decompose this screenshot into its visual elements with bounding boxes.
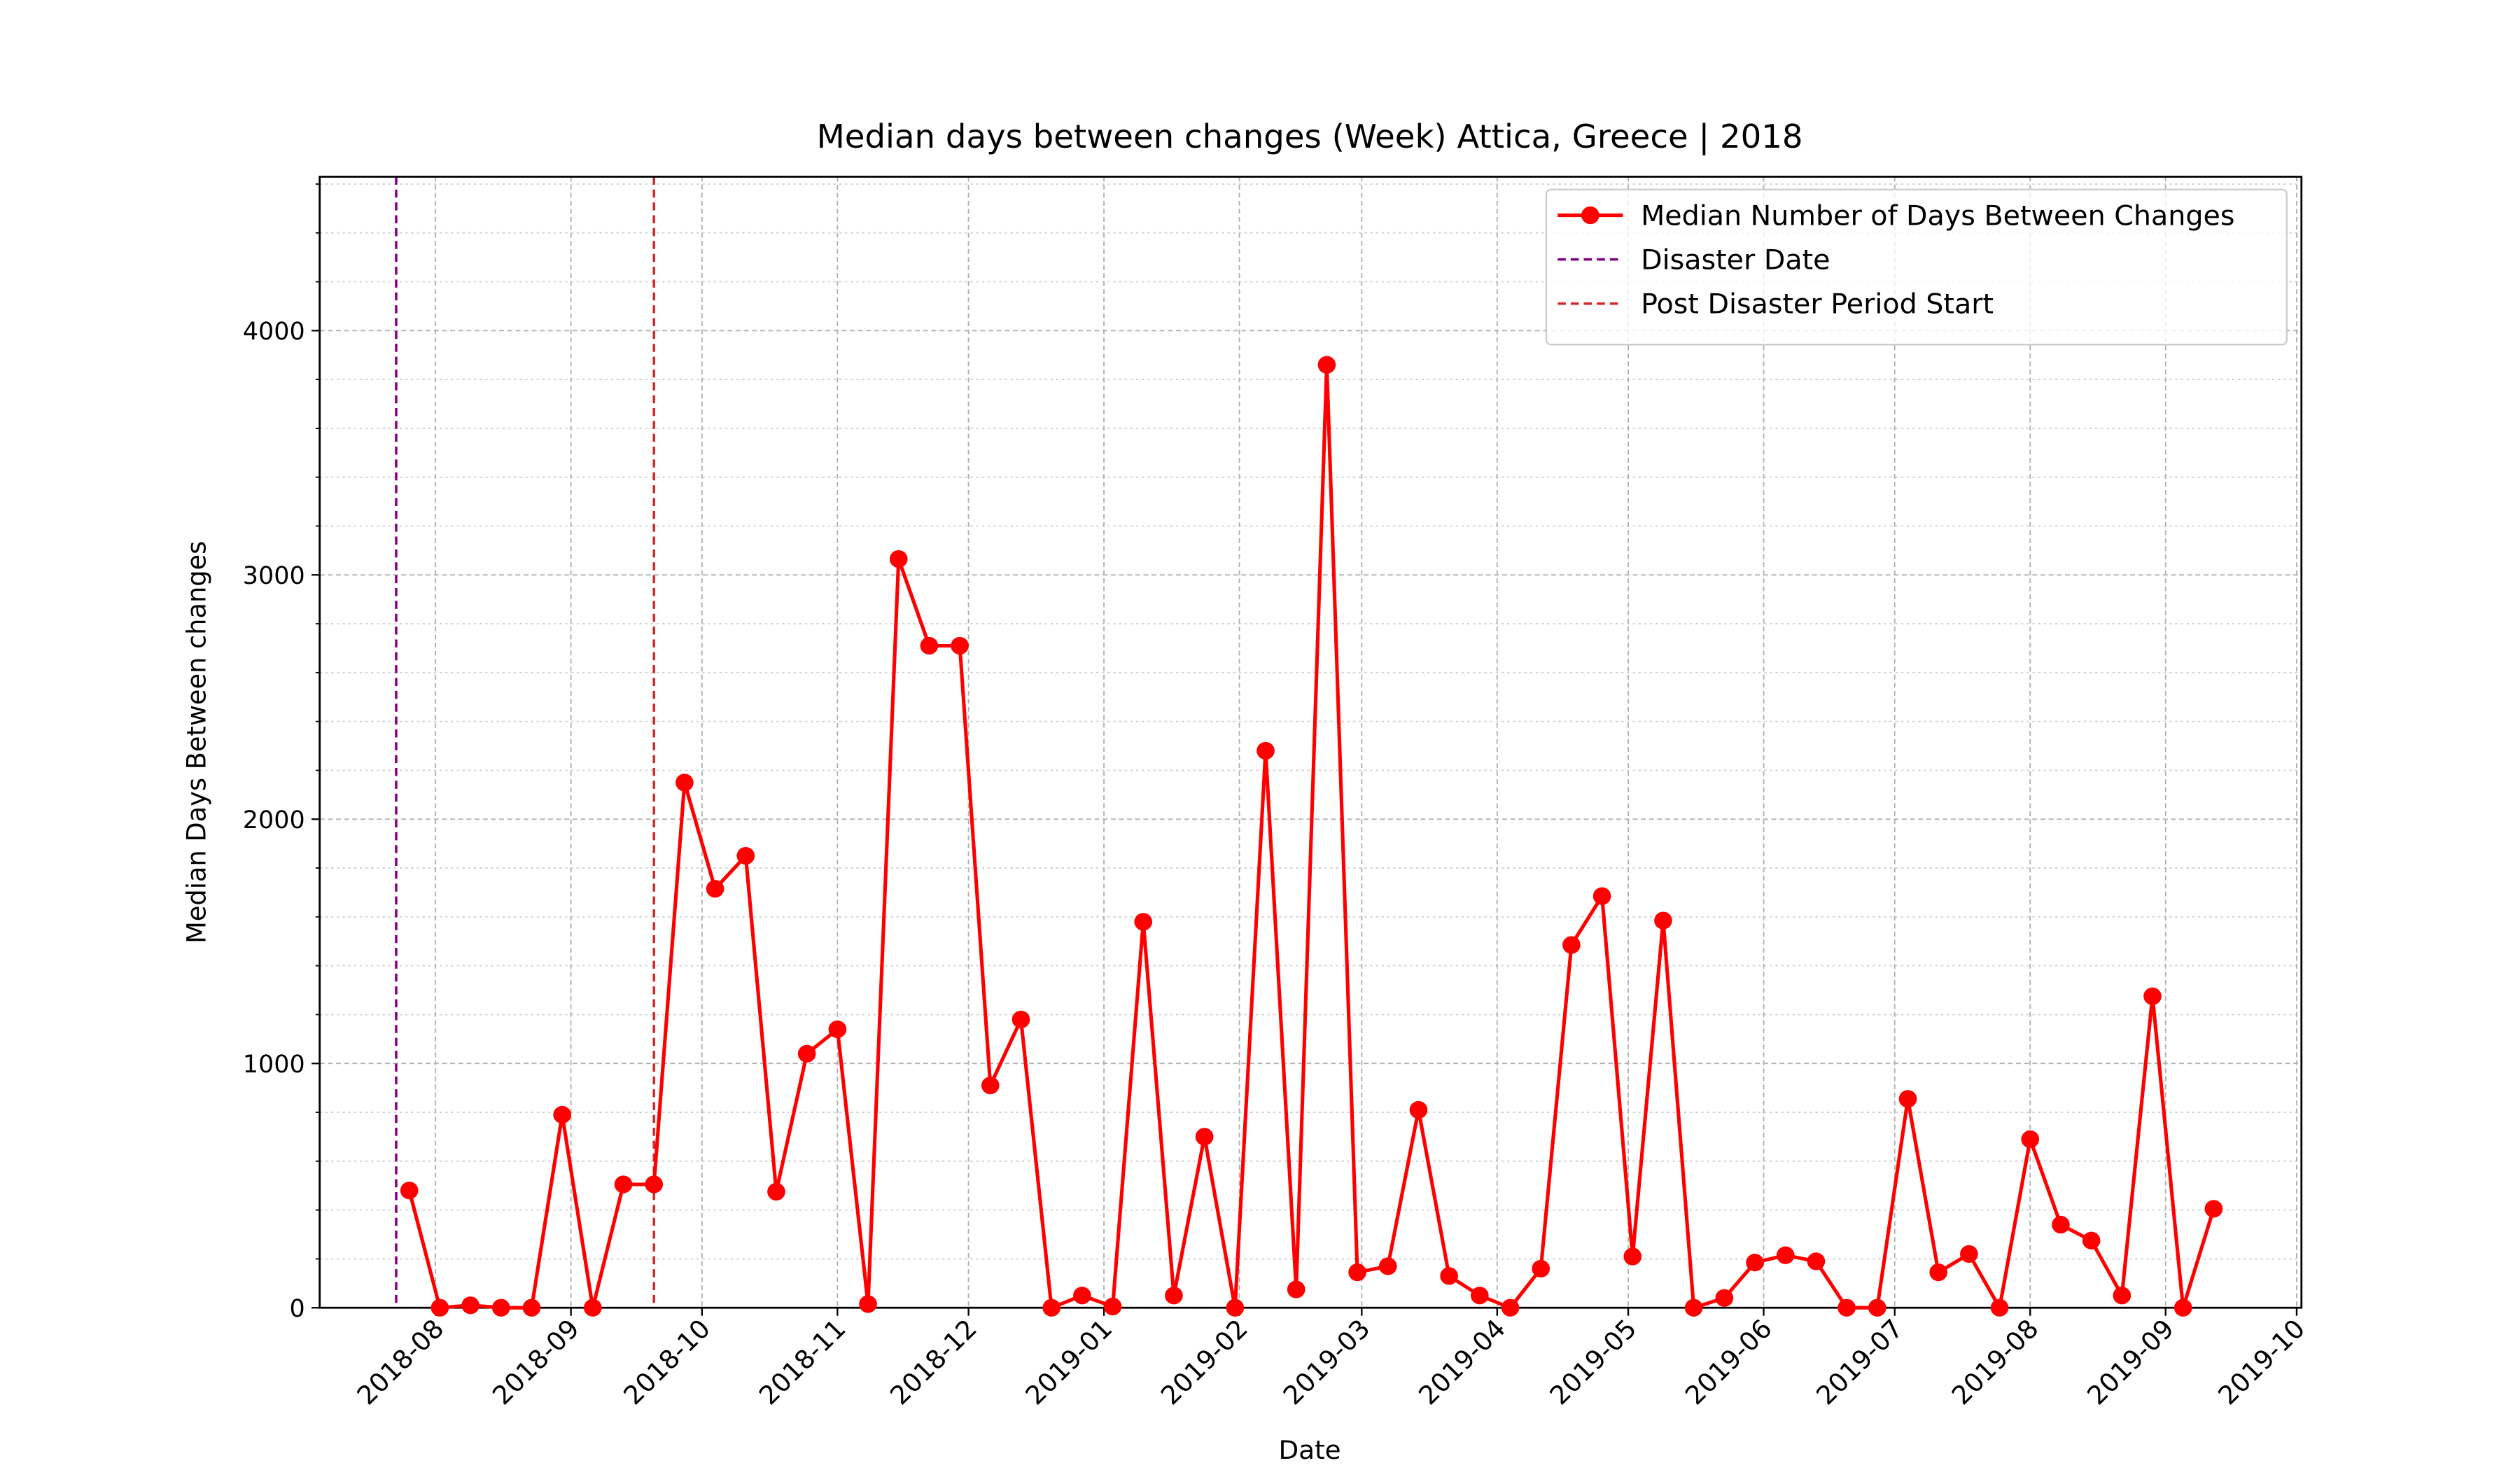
data-point xyxy=(981,1077,1000,1095)
data-point xyxy=(1409,1100,1428,1119)
data-point xyxy=(522,1298,541,1317)
data-point xyxy=(736,846,755,865)
data-point xyxy=(676,774,694,792)
legend-swatch xyxy=(1581,206,1600,225)
data-point xyxy=(1011,1010,1030,1029)
data-point xyxy=(430,1298,449,1317)
data-point xyxy=(1440,1267,1458,1285)
data-point xyxy=(951,636,969,655)
data-point xyxy=(1317,356,1336,374)
data-point xyxy=(1898,1090,1917,1108)
plot-frame xyxy=(318,176,2303,1309)
data-point xyxy=(1103,1297,1122,1316)
data-point xyxy=(1256,741,1275,760)
data-point xyxy=(2082,1231,2101,1250)
data-point xyxy=(1929,1263,1947,1282)
data-point xyxy=(2113,1287,2132,1305)
data-point xyxy=(1746,1254,1764,1272)
data-point xyxy=(1776,1246,1795,1264)
data-point xyxy=(2021,1130,2040,1149)
legend-label: Median Number of Days Between Changes xyxy=(1641,201,2234,232)
data-point xyxy=(584,1298,602,1317)
data-point xyxy=(797,1044,816,1063)
data-point xyxy=(1532,1259,1550,1278)
data-point xyxy=(1165,1287,1183,1305)
data-point xyxy=(889,550,908,568)
data-point xyxy=(1715,1289,1734,1307)
data-point xyxy=(1195,1128,1214,1146)
data-point xyxy=(1837,1298,1856,1317)
data-point xyxy=(2143,987,2162,1005)
data-point xyxy=(1684,1298,1703,1317)
data-point xyxy=(1501,1298,1520,1317)
data-point xyxy=(1960,1245,1978,1264)
data-point xyxy=(1378,1257,1397,1275)
data-point xyxy=(1807,1252,1826,1270)
data-point xyxy=(1654,911,1672,930)
data-point xyxy=(645,1175,664,1194)
data-point xyxy=(767,1182,785,1201)
data-point xyxy=(828,1020,847,1038)
y-tick-label: 4000 xyxy=(243,318,305,346)
legend-box xyxy=(1545,188,2288,346)
data-point xyxy=(1562,936,1581,954)
y-axis-label: Median Days Between changes xyxy=(181,541,211,944)
data-point xyxy=(1287,1280,1306,1298)
data-point xyxy=(2174,1298,2192,1317)
legend-label: Post Disaster Period Start xyxy=(1641,289,1994,321)
data-point xyxy=(706,880,724,898)
legend-label: Disaster Date xyxy=(1641,245,1830,276)
data-point xyxy=(461,1296,479,1315)
data-point xyxy=(614,1175,633,1194)
data-line xyxy=(407,365,2216,1313)
data-point xyxy=(1990,1298,2009,1317)
y-tick-label: 1000 xyxy=(243,1051,305,1079)
data-point xyxy=(2204,1200,2223,1218)
data-point xyxy=(1226,1298,1245,1317)
y-tick-label: 0 xyxy=(289,1295,304,1323)
data-point xyxy=(859,1295,877,1313)
data-point xyxy=(1134,913,1153,931)
data-point xyxy=(1868,1298,1886,1317)
data-point xyxy=(1348,1263,1366,1282)
data-point xyxy=(1592,887,1611,905)
data-point xyxy=(400,1182,419,1200)
data-point xyxy=(1073,1287,1091,1305)
chart-title: Median days between changes (Week) Attic… xyxy=(817,118,1803,156)
data-point xyxy=(1471,1287,1489,1305)
data-point xyxy=(1042,1298,1060,1317)
data-point xyxy=(920,636,939,655)
y-tick-label: 3000 xyxy=(243,562,305,590)
data-point xyxy=(2052,1215,2070,1234)
y-tick-label: 2000 xyxy=(243,806,305,834)
data-point xyxy=(1623,1247,1642,1266)
data-point xyxy=(491,1298,510,1317)
x-axis-label: Date xyxy=(1279,1435,1341,1465)
data-point xyxy=(553,1105,571,1124)
